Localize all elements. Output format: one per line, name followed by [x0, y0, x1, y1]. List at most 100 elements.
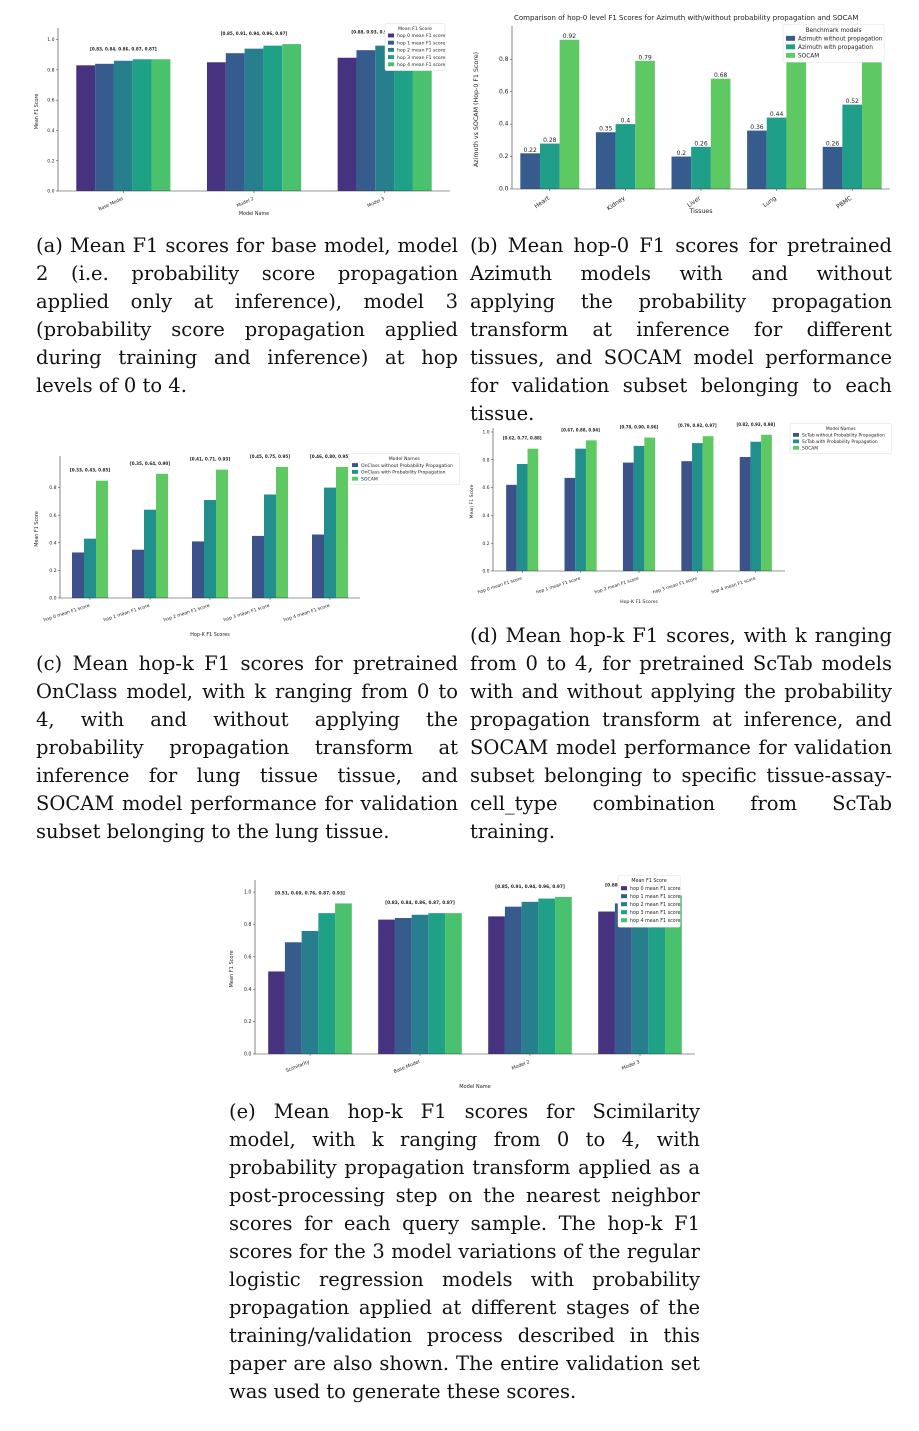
caption-b: (b) Mean hop-0 F1 scores for pretrained …	[470, 234, 892, 425]
bar-value-label: 0.52	[846, 98, 860, 105]
legend-entry: hop 1 mean F1 score	[630, 894, 681, 900]
y-tick-label: 0.0	[47, 189, 54, 195]
legend-entry: hop 2 mean F1 score	[397, 48, 446, 54]
chart-a: 0.0 0.2 0.4 0.6 0.8 1.0 [0.83, 0.84, 0.86, 0.8…	[30, 14, 460, 219]
bar	[747, 130, 767, 189]
y-tick-label: 1.0	[483, 430, 490, 436]
bar-value-label: 0.2	[677, 150, 687, 157]
legend-entry: hop 4 mean F1 score	[397, 62, 446, 68]
x-tick-label: Scimilarity	[285, 1059, 311, 1074]
bar	[375, 45, 395, 191]
bar	[132, 549, 144, 598]
y-axis-label: Mean F1 Score	[34, 94, 40, 130]
legend-box	[789, 423, 892, 454]
y-axis-label: Mean F1 Score	[229, 950, 235, 987]
y-tick-label: 0.4	[483, 513, 490, 519]
bar	[559, 39, 580, 189]
y-tick-label: 0.0	[499, 186, 509, 193]
x-axis-label: Hop-K F1 Scores	[190, 632, 230, 638]
bar	[151, 59, 171, 191]
bar	[761, 434, 772, 571]
legend-title: Model Names	[389, 456, 421, 462]
bar	[648, 896, 666, 1054]
x-axis-label: Tissues	[688, 208, 712, 215]
bar	[95, 63, 114, 191]
legend-entry: hop 3 mean F1 score	[630, 910, 681, 916]
legend-swatch	[621, 886, 627, 891]
x-tick-label: hop 0 mean F1 score	[477, 576, 523, 596]
legend-entry: hop 0 mean F1 score	[630, 886, 681, 892]
bar	[324, 487, 336, 598]
x-tick-label: hop 3 mean F1 score	[223, 603, 271, 624]
bar	[206, 62, 226, 192]
bar	[356, 50, 376, 191]
chart-title: Comparison of hop-0 level F1 Scores for …	[514, 14, 858, 22]
bar	[113, 60, 133, 192]
y-tick-label: 0.2	[483, 541, 490, 547]
legend-entry: hop 1 mean F1 score	[397, 40, 446, 46]
bar	[555, 896, 572, 1054]
bar	[263, 45, 283, 191]
bar	[412, 42, 432, 191]
legend-entry: ScTab with Probability Propagation	[802, 439, 878, 445]
bar	[264, 494, 276, 598]
y-tick-label: 0.2	[47, 158, 54, 164]
x-axis-label: Hop-K F1 Scores	[620, 599, 658, 605]
chart-c: 0.0 0.2 0.4 0.6 0.8 [0.33, 0.43, 0.85] [0.35, …	[30, 440, 460, 640]
y-tick-label: 0.8	[483, 457, 490, 463]
x-tick-label: Model 2	[511, 1059, 531, 1072]
bar	[538, 898, 556, 1054]
bar	[527, 448, 539, 571]
bar	[766, 117, 787, 189]
y-tick-label: 0.6	[244, 954, 252, 960]
legend: Benchmark models Azimuth without propagat…	[782, 23, 885, 63]
bar	[615, 124, 636, 189]
y-tick-label: 0.8	[499, 56, 509, 63]
group-value-label: [0.41, 0.71, 0.93]	[190, 457, 230, 462]
legend-box	[782, 23, 885, 63]
bar	[337, 57, 357, 191]
bar	[132, 59, 152, 191]
chart-e-svg: 0.0 0.2 0.4 0.6 0.8 1.0 [0.51, 0.69, 0.76, 0.8…	[229, 874, 695, 1090]
legend-swatch	[352, 469, 358, 474]
group-value-label: [0.82, 0.93, 0.98]	[736, 422, 775, 427]
x-tick-label: hop 3 mean F1 score	[652, 576, 698, 596]
bar	[633, 445, 645, 571]
y-axis-label: Azimuth vs SOCAM (Hop-0 F1 Score)	[473, 52, 480, 167]
bar	[276, 466, 288, 598]
bar-value-label: 0.22	[523, 147, 537, 154]
x-tick-label: Base Model	[393, 1059, 421, 1075]
bar	[516, 463, 528, 571]
bar	[284, 942, 302, 1054]
legend-title: Benchmark models	[806, 28, 862, 34]
bar	[96, 480, 108, 598]
y-tick-label: 0.6	[483, 485, 490, 491]
x-tick-label: Heart	[533, 195, 551, 211]
group-value-label: [0.62, 0.77, 0.88]	[503, 436, 542, 441]
bar	[394, 44, 413, 191]
bar	[504, 906, 522, 1054]
legend-swatch	[388, 40, 394, 45]
bar	[644, 437, 656, 571]
x-tick-label: Model 3	[621, 1059, 641, 1072]
bar	[702, 436, 714, 571]
bar	[564, 477, 576, 571]
legend-entry: hop 0 mean F1 score	[397, 33, 446, 39]
bar	[225, 53, 245, 192]
legend-box	[348, 453, 460, 485]
y-tick-label: 0.4	[244, 987, 252, 993]
bar	[411, 914, 429, 1054]
y-tick-label: 0.8	[49, 485, 56, 491]
bar	[301, 930, 319, 1054]
bar	[268, 971, 285, 1054]
legend-entry: SOCAM	[802, 446, 818, 452]
bar	[692, 443, 703, 571]
bar-value-label: 0.35	[599, 126, 613, 133]
bar	[204, 500, 216, 598]
legend-entry: hop 2 mean F1 score	[630, 902, 681, 908]
legend-swatch	[793, 439, 799, 444]
bar-value-label: 0.68	[714, 72, 728, 79]
bar	[635, 60, 655, 189]
bar	[622, 462, 634, 571]
legend-swatch	[388, 33, 394, 38]
